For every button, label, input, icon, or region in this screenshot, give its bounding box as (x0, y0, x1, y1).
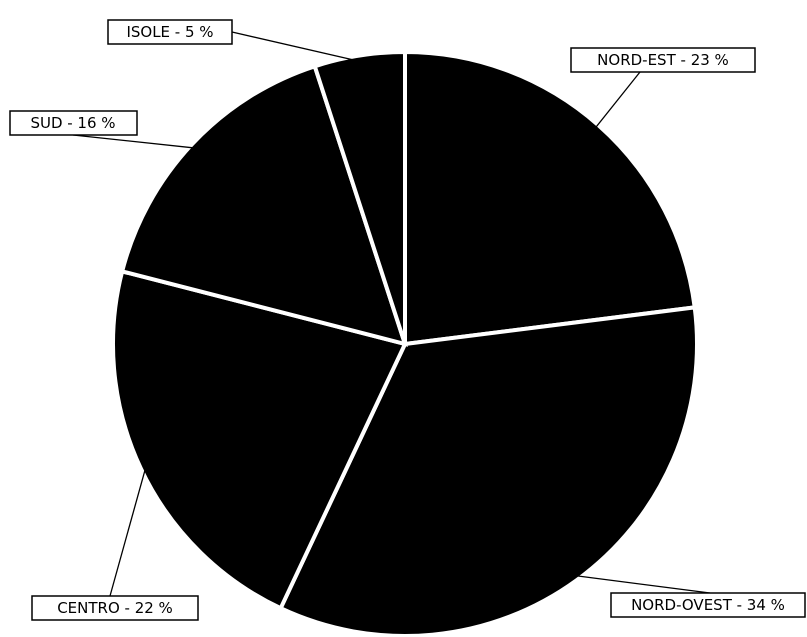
slice-centro (111, 268, 408, 611)
label-text-centro: CENTRO - 22 % (57, 599, 173, 617)
label-text-isole: ISOLE - 5 % (126, 23, 213, 41)
label-box-nord-est (570, 47, 756, 73)
leader-lines (72, 31, 711, 597)
slice-isole (312, 49, 407, 345)
label-centro: CENTRO - 22 % (31, 595, 199, 621)
leader-nord-ovest (573, 574, 711, 594)
label-isole: ISOLE - 5 % (107, 19, 233, 45)
label-sud: SUD - 16 % (9, 110, 138, 136)
label-box-isole (107, 19, 233, 45)
label-box-centro (31, 595, 199, 621)
pie-slices (111, 49, 699, 637)
label-box-nord-ovest (610, 592, 806, 618)
leader-isole (231, 31, 361, 63)
label-nord-est: NORD-EST - 23 % (570, 47, 756, 73)
label-text-sud: SUD - 16 % (30, 114, 115, 132)
label-text-nord-ovest: NORD-OVEST - 34 % (631, 596, 785, 614)
slice-labels: NORD-EST - 23 % NORD-OVEST - 34 % CENTRO… (9, 19, 806, 621)
slice-nord-est (403, 49, 697, 347)
label-text-nord-est: NORD-EST - 23 % (597, 51, 729, 69)
leader-centro (109, 465, 147, 597)
leader-sud (72, 134, 197, 149)
label-box-sud (9, 110, 138, 136)
leader-nord-est (593, 71, 641, 130)
slice-sud (119, 63, 409, 347)
label-nord-ovest: NORD-OVEST - 34 % (610, 592, 806, 618)
